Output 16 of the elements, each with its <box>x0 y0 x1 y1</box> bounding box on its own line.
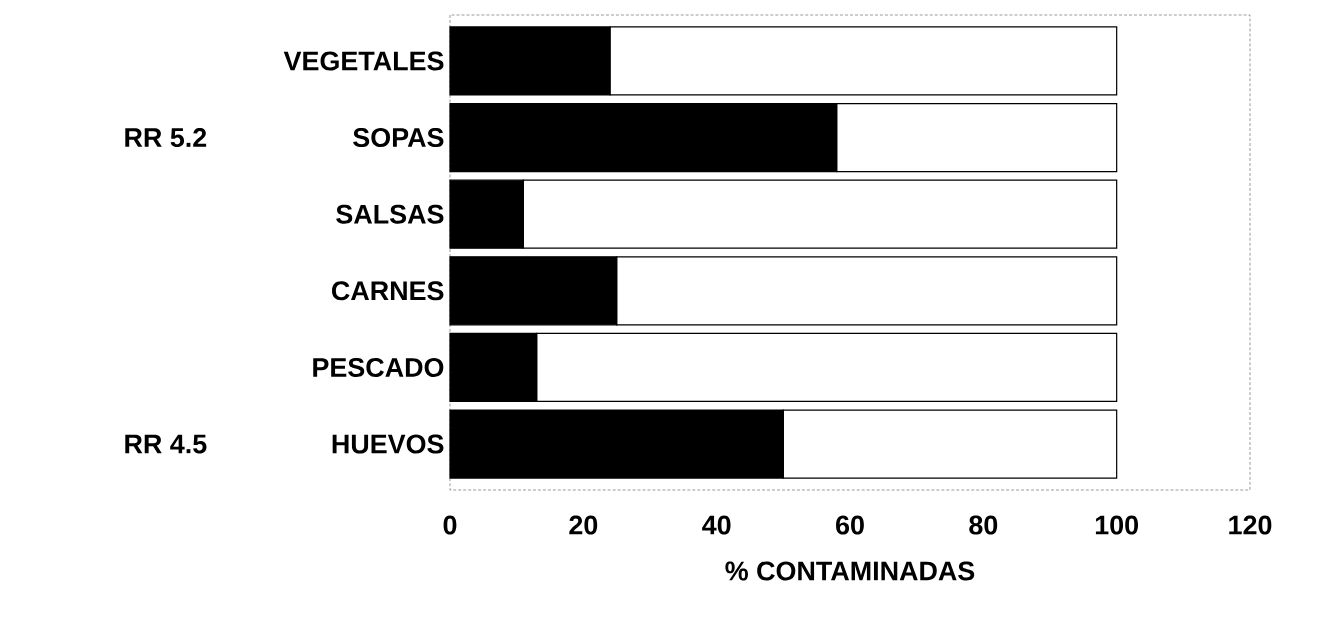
x-tick-label: 40 <box>702 515 731 535</box>
y-tick-label: VEGETALES <box>283 51 444 71</box>
x-tick-label: 0 <box>443 515 457 535</box>
x-tick-label: 20 <box>569 515 598 535</box>
y-tick-label: CARNES <box>332 281 444 301</box>
text: RR 5.2 <box>125 128 207 148</box>
y-tick-label: SALSAS <box>336 204 444 224</box>
y-tick-label: SOPAS <box>353 128 444 148</box>
x-tick-label: 120 <box>1229 515 1272 535</box>
x-axis-title: % CONTAMINADAS <box>725 561 975 581</box>
y-tick-label: HUEVOS <box>332 434 444 454</box>
x-tick-label: 80 <box>969 515 998 535</box>
x-tick-label: 100 <box>1095 515 1139 535</box>
x-tick-label: 60 <box>836 515 864 535</box>
y-tick-label: PESCADO <box>313 357 444 377</box>
text: RR 4.5 <box>125 434 207 454</box>
